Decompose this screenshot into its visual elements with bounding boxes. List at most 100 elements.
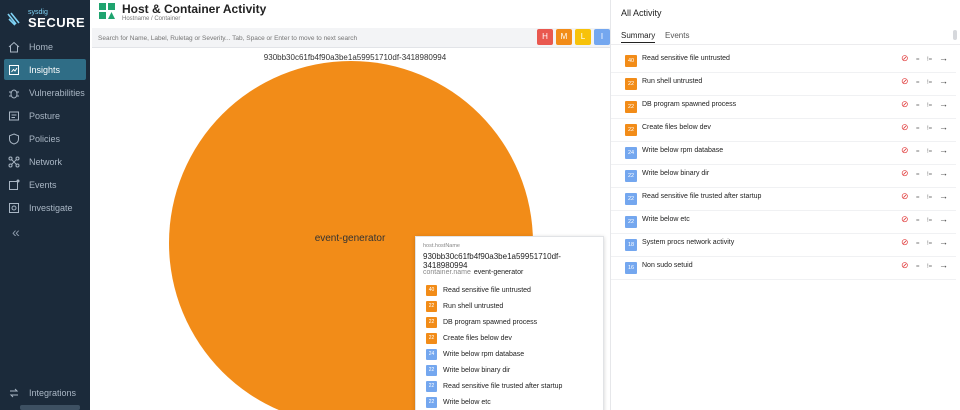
home-icon: [8, 41, 20, 52]
severity-medium-button[interactable]: M: [556, 29, 572, 45]
arrow-right-icon[interactable]: →: [939, 145, 948, 155]
event-row[interactable]: 24 Write below rpm database ⊘ = != →: [611, 142, 956, 165]
count-badge: 22: [625, 170, 637, 182]
count-badge: 22: [426, 380, 437, 392]
user-menu-truncated[interactable]: [20, 405, 80, 410]
filter-not-equals-button[interactable]: !=: [927, 126, 933, 132]
filter-not-equals-button[interactable]: !=: [927, 195, 933, 201]
filter-not-equals-button[interactable]: !=: [927, 57, 933, 63]
arrow-right-icon[interactable]: →: [939, 99, 948, 109]
nav-bottom: Integrations: [4, 382, 86, 403]
sysdig-logo-icon: [7, 12, 20, 26]
severity-low-button[interactable]: L: [575, 29, 591, 45]
arrow-right-icon[interactable]: →: [939, 53, 948, 63]
severity-info-button[interactable]: I: [594, 29, 610, 45]
tab-events[interactable]: Events: [665, 31, 690, 40]
count-badge: 22: [426, 332, 437, 344]
tooltip-row: 22 Read sensitive file trusted after star…: [426, 380, 562, 392]
filter-equals-button[interactable]: =: [916, 218, 920, 224]
investigate-icon: [9, 202, 19, 213]
event-row[interactable]: 16 Non sudo setuid ⊘ = != →: [611, 257, 956, 280]
nav-item-integrations[interactable]: Integrations: [4, 382, 86, 403]
filter-not-equals-button[interactable]: !=: [927, 80, 933, 86]
filter-equals-button[interactable]: =: [916, 103, 920, 109]
arrow-right-icon[interactable]: →: [939, 76, 948, 86]
nav-item-posture[interactable]: Posture: [4, 105, 86, 126]
collapse-sidebar-button[interactable]: «: [12, 224, 20, 240]
nav-item-home[interactable]: Home: [4, 36, 86, 57]
block-icon[interactable]: ⊘: [901, 191, 909, 201]
filter-not-equals-button[interactable]: !=: [927, 264, 933, 270]
event-row[interactable]: 22 Write below binary dir ⊘ = != →: [611, 165, 956, 188]
filter-equals-button[interactable]: =: [916, 241, 920, 247]
arrow-right-icon[interactable]: →: [939, 260, 948, 270]
filter-equals-button[interactable]: =: [916, 172, 920, 178]
arrow-right-icon[interactable]: →: [939, 237, 948, 247]
search-bar: H M L I: [92, 28, 610, 48]
block-icon[interactable]: ⊘: [901, 99, 909, 109]
activity-app-icon: [99, 3, 115, 19]
block-icon[interactable]: ⊘: [901, 122, 909, 132]
filter-equals-button[interactable]: =: [916, 195, 920, 201]
event-name: System procs network activity: [642, 239, 735, 246]
active-tab-indicator: [621, 42, 655, 43]
block-icon[interactable]: ⊘: [901, 168, 909, 178]
insights-icon: [9, 64, 19, 75]
network-icon: [8, 156, 20, 167]
nav-item-network[interactable]: Network: [4, 151, 86, 172]
filter-equals-button[interactable]: =: [916, 264, 920, 270]
block-icon[interactable]: ⊘: [901, 214, 909, 224]
tooltip-row: 22 DB program spawned process: [426, 316, 537, 328]
event-row[interactable]: 22 Run shell untrusted ⊘ = != →: [611, 73, 956, 96]
tooltip-row-name: Write below etc: [443, 398, 491, 406]
arrow-right-icon[interactable]: →: [939, 191, 948, 201]
filter-not-equals-button[interactable]: !=: [927, 149, 933, 155]
tooltip-row: 24 Write below rpm database: [426, 348, 524, 360]
container-circle-label: event-generator: [314, 233, 386, 244]
nav-item-vulnerabilities[interactable]: Vulnerabilities: [4, 82, 86, 103]
nav-item-policies[interactable]: Policies: [4, 128, 86, 149]
block-icon[interactable]: ⊘: [901, 145, 909, 155]
filter-equals-button[interactable]: =: [916, 126, 920, 132]
filter-not-equals-button[interactable]: !=: [927, 103, 933, 109]
nav-label-home: Home: [29, 41, 54, 52]
tooltip-container: container.name event-generator: [423, 269, 523, 276]
event-row[interactable]: 22 Write below etc ⊘ = != →: [611, 211, 956, 234]
tooltip-row: 40 Read sensitive file untrusted: [426, 284, 531, 296]
event-name: Read sensitive file untrusted: [642, 55, 730, 62]
count-badge: 40: [625, 55, 637, 67]
filter-equals-button[interactable]: =: [916, 80, 920, 86]
nav-item-investigate[interactable]: Investigate: [4, 197, 86, 218]
event-row[interactable]: 22 DB program spawned process ⊘ = != →: [611, 96, 956, 119]
brand[interactable]: sysdig SECURE: [0, 0, 90, 38]
filter-equals-button[interactable]: =: [916, 149, 920, 155]
event-row[interactable]: 18 System procs network activity ⊘ = != …: [611, 234, 956, 257]
nav-item-events[interactable]: Events: [4, 174, 86, 195]
count-badge: 22: [426, 316, 437, 328]
filter-not-equals-button[interactable]: !=: [927, 172, 933, 178]
arrow-right-icon[interactable]: →: [939, 214, 948, 224]
breadcrumb[interactable]: Hostname / Container: [122, 16, 181, 22]
event-row[interactable]: 22 Create files below dev ⊘ = != →: [611, 119, 956, 142]
block-icon[interactable]: ⊘: [901, 53, 909, 63]
search-input[interactable]: [98, 31, 528, 45]
all-activity-panel: All Activity Summary Events 40 Read sens…: [610, 0, 960, 410]
arrow-right-icon[interactable]: →: [939, 122, 948, 132]
severity-high-button[interactable]: H: [537, 29, 553, 45]
block-icon[interactable]: ⊘: [901, 76, 909, 86]
filter-equals-button[interactable]: =: [916, 57, 920, 63]
block-icon[interactable]: ⊘: [901, 237, 909, 247]
event-row[interactable]: 40 Read sensitive file untrusted ⊘ = != …: [611, 50, 956, 73]
tab-summary[interactable]: Summary: [621, 31, 656, 40]
count-badge: 18: [625, 239, 637, 251]
scrollbar[interactable]: [953, 30, 957, 40]
arrow-right-icon[interactable]: →: [939, 168, 948, 178]
filter-not-equals-button[interactable]: !=: [927, 241, 933, 247]
event-row[interactable]: 22 Read sensitive file trusted after sta…: [611, 188, 956, 211]
tooltip-container-key: container.name: [423, 269, 471, 276]
event-name: Write below binary dir: [642, 170, 710, 177]
block-icon[interactable]: ⊘: [901, 260, 909, 270]
nav-item-insights[interactable]: Insights: [4, 59, 86, 80]
filter-not-equals-button[interactable]: !=: [927, 218, 933, 224]
tooltip-row-name: Create files below dev: [443, 334, 512, 342]
